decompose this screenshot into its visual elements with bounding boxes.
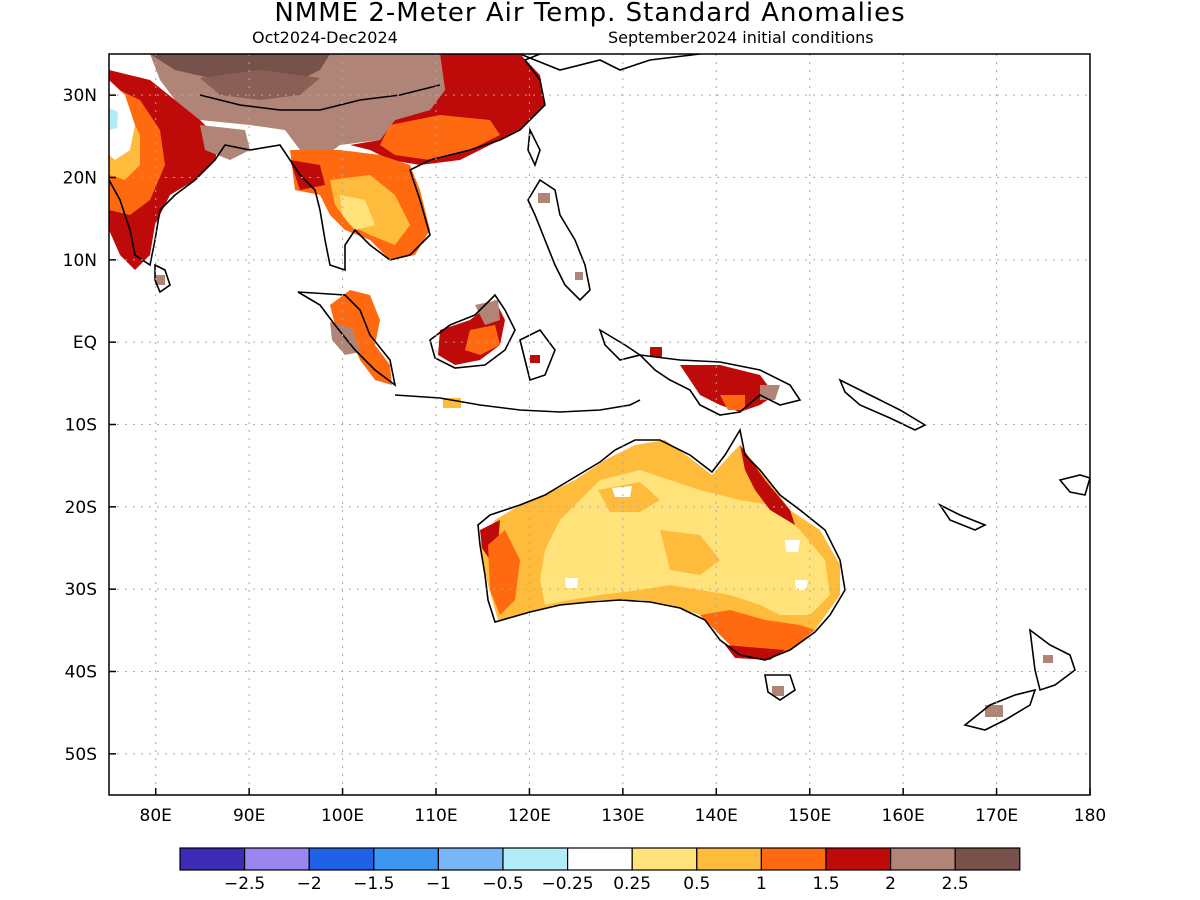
lon-tick-label: 140E — [695, 806, 738, 826]
legend-swatch — [889, 847, 956, 871]
legend-swatch — [760, 847, 827, 871]
legend-label: 0.25 — [613, 874, 651, 894]
lat-tick-label: 50S — [65, 745, 97, 765]
lon-tick-label: 160E — [882, 806, 925, 826]
legend-label: −2 — [297, 874, 322, 894]
legend-label: 0.5 — [683, 874, 710, 894]
lon-tick-label: 150E — [788, 806, 831, 826]
coastlines — [109, 54, 1090, 731]
anomaly-shading — [109, 54, 1053, 717]
legend-swatch — [437, 847, 504, 871]
longitude-ticks: 80E 90E 100E 110E 120E 130E 140E 150E 160E 170E 18… — [140, 788, 1106, 826]
legend-label: −1 — [426, 874, 451, 894]
legend-swatch — [696, 847, 762, 871]
legend-label: −1.5 — [353, 874, 394, 894]
lat-tick-label: 40S — [65, 663, 97, 683]
legend-label: 1.5 — [812, 874, 839, 894]
legend-swatch — [631, 847, 698, 871]
legend-swatch — [954, 847, 1021, 871]
lon-tick-label: 180 — [1074, 806, 1106, 826]
latitude-ticks: 30N 20N 10N EQ 10S 20S 30S 40S 50S — [63, 86, 116, 765]
lat-tick-label: 30S — [65, 580, 97, 600]
lon-tick-label: 130E — [601, 806, 644, 826]
lon-tick-label: 120E — [508, 806, 551, 826]
lon-tick-label: 100E — [321, 806, 364, 826]
legend-swatch — [502, 847, 569, 871]
graticule — [109, 54, 1090, 795]
legend-swatch — [308, 847, 375, 871]
lat-tick-label: 20S — [65, 498, 97, 518]
legend-label: −2.5 — [224, 874, 265, 894]
lat-tick-label: EQ — [73, 333, 97, 353]
lat-tick-label: 10N — [63, 251, 97, 271]
legend-label: 2 — [885, 874, 896, 894]
map-title: NMME 2-Meter Air Temp. Standard Anomalie… — [274, 0, 906, 28]
lat-tick-label: 30N — [63, 86, 97, 106]
legend-swatch — [244, 847, 310, 871]
initial-conditions: September2024 initial conditions — [608, 28, 874, 47]
legend-swatch — [566, 847, 633, 871]
lat-tick-label: 10S — [65, 416, 97, 436]
forecast-period: Oct2024-Dec2024 — [252, 28, 398, 47]
lon-tick-label: 90E — [233, 806, 265, 826]
legend-label: 2.5 — [942, 874, 969, 894]
legend-label: 1 — [756, 874, 767, 894]
legend-label: −0.5 — [482, 874, 523, 894]
lon-tick-label: 80E — [140, 806, 172, 826]
legend-swatch — [373, 847, 439, 871]
legend-swatch — [825, 847, 892, 871]
legend-swatch — [179, 847, 246, 871]
lon-tick-label: 170E — [975, 806, 1018, 826]
lon-tick-label: 110E — [414, 806, 457, 826]
legend-label: −0.25 — [542, 874, 594, 894]
lat-tick-label: 20N — [63, 169, 97, 189]
